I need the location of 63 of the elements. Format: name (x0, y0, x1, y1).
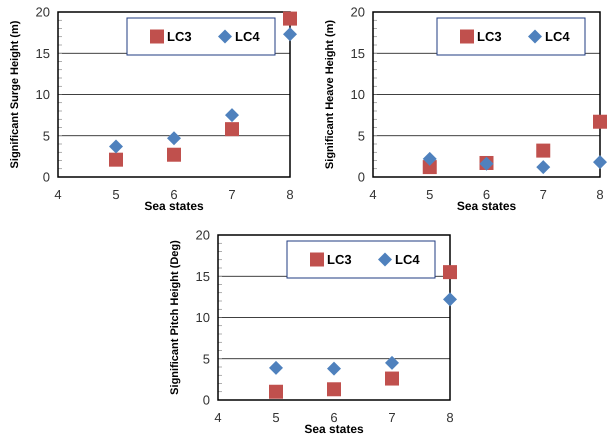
point (109, 139, 123, 154)
y-tick-label: 20 (350, 4, 365, 20)
point (443, 292, 457, 306)
y-tick-label: 15 (196, 268, 210, 284)
point (269, 360, 283, 375)
legend-label: LC4 (235, 29, 260, 44)
y-tick-label: 10 (196, 310, 210, 326)
y-tick-label: 15 (36, 46, 50, 61)
x-tick-label: 8 (446, 410, 454, 425)
x-tick-label: 5 (426, 187, 434, 202)
y-tick-label: 5 (202, 351, 210, 366)
y-tick-label: 0 (358, 170, 365, 185)
point (167, 148, 181, 162)
x-tick-label: 7 (228, 187, 236, 202)
y-tick-label: 0 (42, 170, 50, 185)
legend-label: LC4 (395, 252, 420, 268)
x-axis-title: Sea states (144, 199, 204, 213)
legend-label: LC3 (477, 29, 502, 44)
point (536, 144, 550, 158)
point (593, 114, 607, 129)
legend-label: LC4 (545, 29, 570, 44)
x-tick-label: 5 (272, 410, 280, 425)
legend-label: LC3 (327, 252, 352, 268)
x-tick-label: 4 (369, 187, 377, 202)
point (593, 155, 607, 170)
x-axis-title: Sea states (304, 422, 364, 436)
y-tick-label: 5 (358, 128, 365, 144)
point (385, 372, 399, 386)
y-tick-label: 10 (350, 87, 365, 102)
legend-label: LC3 (167, 29, 192, 44)
x-tick-label: 6 (330, 410, 338, 425)
y-axis-title: Significant Surge Height (m) (9, 20, 21, 168)
point (167, 131, 181, 146)
y-tick-label: 15 (350, 46, 365, 61)
point (422, 152, 437, 166)
x-tick-label: 6 (170, 187, 178, 202)
y-tick-label: 20 (196, 228, 210, 243)
point (225, 122, 239, 136)
point (327, 362, 341, 376)
x-tick-label: 7 (540, 187, 547, 202)
x-tick-label: 6 (482, 187, 490, 202)
point (283, 27, 297, 42)
x-tick-label: 8 (286, 187, 294, 202)
point (536, 160, 550, 174)
point (385, 356, 399, 370)
y-axis-title: Significant Pitch Height (Deg) (169, 240, 181, 395)
y-tick-label: 5 (42, 128, 50, 144)
y-tick-label: 0 (202, 392, 210, 408)
point (109, 152, 123, 167)
point (269, 384, 283, 399)
point (443, 265, 457, 280)
point (327, 382, 341, 396)
x-tick-label: 7 (388, 410, 396, 425)
x-axis-title: Sea states (456, 199, 517, 213)
point (225, 108, 239, 122)
x-tick-label: 8 (596, 187, 604, 202)
x-tick-label: 5 (112, 187, 120, 202)
point (283, 12, 297, 26)
y-axis-title: Significant Heave Height (m) (324, 20, 336, 170)
y-tick-label: 20 (36, 4, 50, 20)
x-tick-label: 4 (214, 410, 222, 425)
x-tick-label: 4 (54, 187, 62, 202)
y-tick-label: 10 (36, 87, 50, 102)
